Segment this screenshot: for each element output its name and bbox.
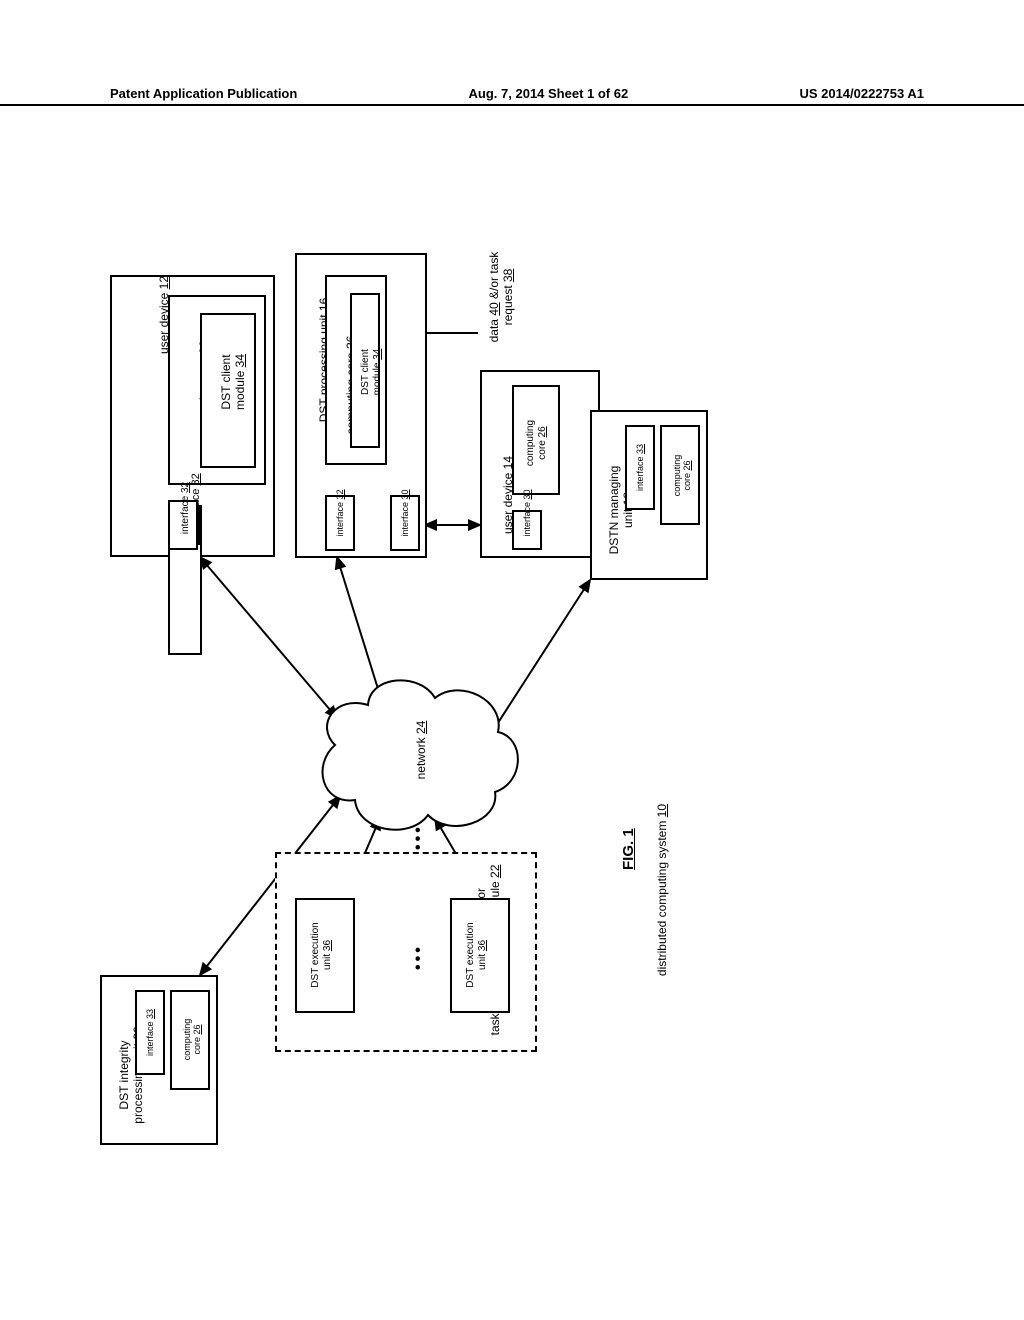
figure-label: FIG. 1: [620, 828, 637, 870]
diagram: user device 12 computing core 26 DST cli…: [100, 150, 920, 1225]
dots-1: •••: [410, 944, 428, 970]
dstn-core-label: computingcore 26: [672, 433, 693, 518]
data-task-label: data 40 &/or taskrequest 38: [488, 232, 516, 362]
ud14-core-label: computingcore 26: [525, 398, 548, 488]
page: Patent Application Publication Aug. 7, 2…: [0, 0, 1024, 1320]
network-label: network 24: [415, 710, 429, 790]
dst-exec-2-label: DST executionunit 36: [465, 905, 488, 1005]
integrity-if33-label: interface 33: [145, 995, 155, 1070]
ud12-if32-label-real: interface 32: [180, 468, 192, 548]
header-left: Patent Application Publication: [110, 86, 297, 101]
dst-if30-label: interface 30: [400, 478, 410, 548]
dst-client-label: DST clientmodule 34: [360, 312, 383, 432]
dots-2: •••: [410, 824, 428, 850]
ud14-if30-label: interface 30: [522, 478, 532, 548]
ud12-dst-client-label: DST clientmodule 34: [220, 322, 248, 442]
dstn-if33-label: interface 33: [635, 430, 645, 505]
system-label: distributed computing system 10: [655, 790, 669, 990]
header-center: Aug. 7, 2014 Sheet 1 of 62: [469, 86, 629, 101]
dst-if32-label: interface 32: [335, 478, 345, 548]
page-header: Patent Application Publication Aug. 7, 2…: [0, 86, 1024, 106]
integrity-core-label: computingcore 26: [182, 997, 203, 1082]
dst-exec-1-label: DST executionunit 36: [310, 905, 333, 1005]
header-right: US 2014/0222753 A1: [799, 86, 924, 101]
